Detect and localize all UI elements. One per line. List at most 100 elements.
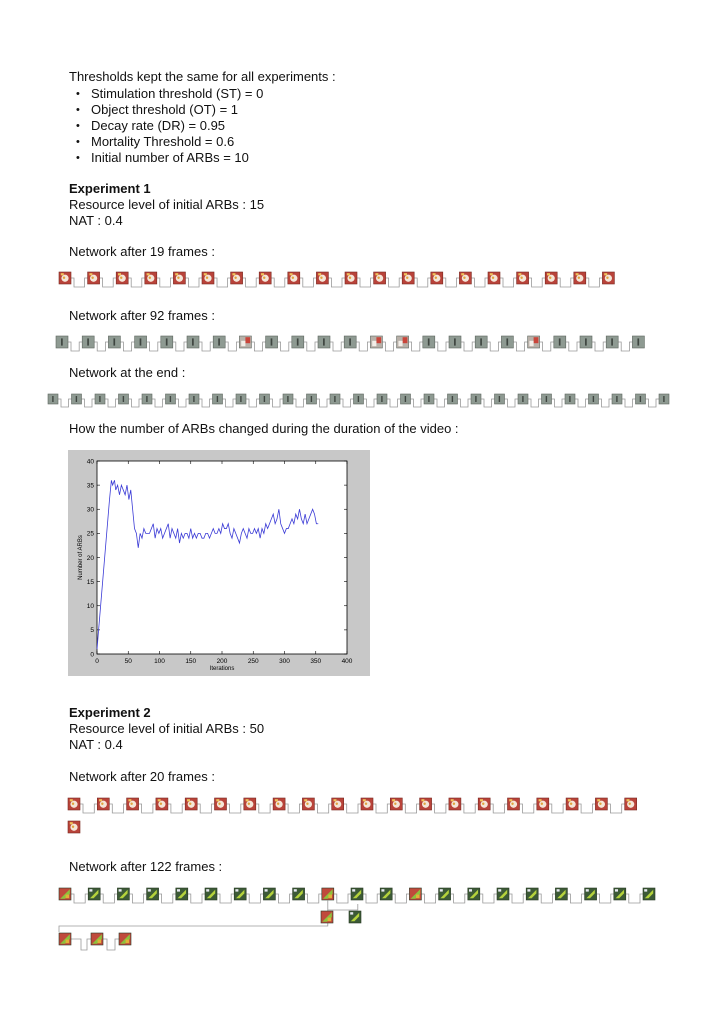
network-node <box>96 797 110 811</box>
network-node <box>243 797 257 811</box>
network-node <box>126 797 139 811</box>
network-end-diagram <box>47 393 670 408</box>
network-node <box>329 393 341 405</box>
network-node <box>353 393 364 405</box>
network-node <box>291 335 305 349</box>
x-tick-label: 300 <box>279 658 290 665</box>
network-node <box>632 335 645 349</box>
network-node <box>613 887 627 901</box>
network-node <box>186 335 200 349</box>
network-node <box>258 271 272 285</box>
network-node <box>448 797 462 811</box>
experiment1-nat: NAT : 0.4 <box>69 213 123 228</box>
network-node <box>58 932 72 946</box>
y-tick-label: 5 <box>90 627 94 634</box>
network-node <box>658 393 670 405</box>
experiment2-resource: Resource level of initial ARBs : 50 <box>69 721 265 736</box>
network-node <box>419 797 432 811</box>
x-tick-label: 350 <box>310 658 321 665</box>
network-node <box>108 335 121 349</box>
network-node <box>474 335 488 349</box>
y-tick-label: 40 <box>87 458 95 465</box>
network-node <box>302 797 315 811</box>
network-node <box>527 335 540 349</box>
network-node <box>55 335 69 349</box>
network-node <box>541 393 552 405</box>
network-node <box>287 271 301 285</box>
network-node <box>565 797 579 811</box>
network-node <box>370 335 383 349</box>
x-tick-label: 0 <box>95 658 99 665</box>
network-node <box>173 271 186 285</box>
threshold-item: • Object threshold (OT) = 1 <box>76 102 239 117</box>
experiment1-title: Experiment 1 <box>69 181 151 196</box>
network-node <box>292 887 305 901</box>
network-node <box>477 797 491 811</box>
network-node <box>624 797 638 811</box>
network-20-diagram <box>67 797 638 834</box>
network-node <box>430 271 444 285</box>
network-92-diagram <box>55 335 645 352</box>
network-node <box>605 335 619 349</box>
network-node <box>58 887 72 901</box>
network-node <box>87 271 100 285</box>
network-node <box>165 393 176 405</box>
x-axis-label: Iterations <box>210 666 235 672</box>
thresholds-list: • Stimulation threshold (ST) = 0 • Object … <box>76 86 263 166</box>
network-node <box>401 271 415 285</box>
y-tick-label: 0 <box>90 651 94 658</box>
network-node <box>235 393 247 405</box>
experiment1-resource: Resource level of initial ARBs : 15 <box>69 197 265 212</box>
network-node <box>635 393 646 405</box>
network-node <box>642 887 656 901</box>
network-node <box>115 271 129 285</box>
network-node <box>389 797 403 811</box>
network-node <box>536 797 550 811</box>
network-node <box>501 335 514 349</box>
network-node <box>321 887 335 901</box>
threshold-item: • Initial number of ARBs = 10 <box>76 150 249 165</box>
network-node <box>160 335 174 349</box>
y-tick-label: 25 <box>87 531 95 538</box>
network-node <box>459 271 472 285</box>
plot-area <box>96 460 348 655</box>
network-node <box>118 932 132 946</box>
network-node <box>282 393 294 405</box>
network-node <box>573 271 587 285</box>
x-tick-label: 150 <box>185 658 196 665</box>
network-node <box>87 887 101 901</box>
x-tick-label: 200 <box>217 658 228 665</box>
network-node <box>467 887 481 901</box>
network-node <box>67 820 81 834</box>
network-node <box>447 393 458 405</box>
network-node <box>212 393 223 405</box>
network-node <box>496 887 510 901</box>
network-node <box>331 797 345 811</box>
network-node <box>379 887 393 901</box>
network-node <box>71 393 82 405</box>
network-node <box>117 887 130 901</box>
network-92-label: Network after 92 frames : <box>69 308 215 323</box>
network-node <box>553 335 567 349</box>
network-node <box>376 393 388 405</box>
network-node <box>239 335 252 349</box>
x-tick-label: 50 <box>125 658 133 665</box>
network-node <box>343 335 357 349</box>
network-node <box>67 797 81 811</box>
network-node <box>525 887 539 901</box>
network-node <box>602 271 615 285</box>
network-node <box>400 393 411 405</box>
experiment2-title: Experiment 2 <box>69 705 151 720</box>
threshold-item: • Stimulation threshold (ST) = 0 <box>76 86 264 101</box>
network-end-label: Network at the end : <box>69 365 186 380</box>
network-node <box>409 887 422 901</box>
network-node <box>470 393 482 405</box>
network-node <box>94 393 106 405</box>
network-node <box>516 271 529 285</box>
network-node <box>134 335 147 349</box>
network-node <box>146 887 159 901</box>
network-node <box>141 393 153 405</box>
x-tick-label: 100 <box>154 658 165 665</box>
network-node <box>584 887 597 901</box>
network-node <box>58 271 72 285</box>
